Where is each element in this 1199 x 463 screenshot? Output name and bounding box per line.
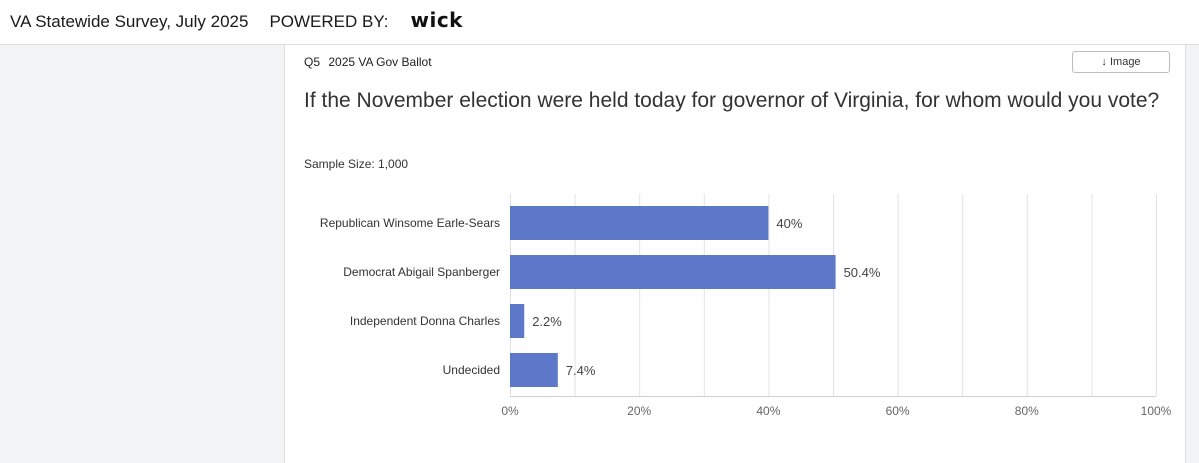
powered-by-label: POWERED BY: bbox=[269, 12, 389, 31]
x-tick-label: 0% bbox=[501, 404, 519, 418]
x-tick-label: 80% bbox=[1015, 404, 1039, 418]
category-label: Independent Donna Charles bbox=[350, 314, 500, 328]
category-label: Republican Winsome Earle-Sears bbox=[320, 216, 500, 230]
right-gutter bbox=[1185, 45, 1199, 463]
bar bbox=[510, 304, 525, 338]
category-label: Undecided bbox=[443, 363, 500, 377]
data-label: 50.4% bbox=[844, 265, 881, 280]
x-tick-label: 60% bbox=[886, 404, 910, 418]
x-tick-label: 100% bbox=[1141, 404, 1172, 418]
top-bar: VA Statewide Survey, July 2025 POWERED B… bbox=[0, 0, 1199, 45]
question-header: Q5 2025 VA Gov Ballot bbox=[304, 55, 432, 69]
data-label: 2.2% bbox=[532, 314, 562, 329]
sample-size: Sample Size: 1,000 bbox=[304, 157, 409, 171]
data-label: 40% bbox=[776, 216, 802, 231]
question-number: Q5 bbox=[304, 55, 321, 69]
download-image-button[interactable]: ↓ Image bbox=[1072, 51, 1170, 73]
x-tick-label: 40% bbox=[756, 404, 780, 418]
bar bbox=[510, 255, 836, 289]
left-sidebar bbox=[0, 45, 285, 463]
x-tick-label: 20% bbox=[627, 404, 651, 418]
question-short-title: 2025 VA Gov Ballot bbox=[328, 55, 432, 69]
category-label: Democrat Abigail Spanberger bbox=[343, 265, 500, 279]
survey-title: VA Statewide Survey, July 2025 bbox=[10, 12, 249, 31]
bar bbox=[510, 353, 558, 387]
bar bbox=[510, 206, 769, 240]
data-label: 7.4% bbox=[566, 363, 596, 378]
question-text: If the November election were held today… bbox=[304, 89, 1160, 112]
wick-logo[interactable]: wick bbox=[410, 8, 463, 32]
